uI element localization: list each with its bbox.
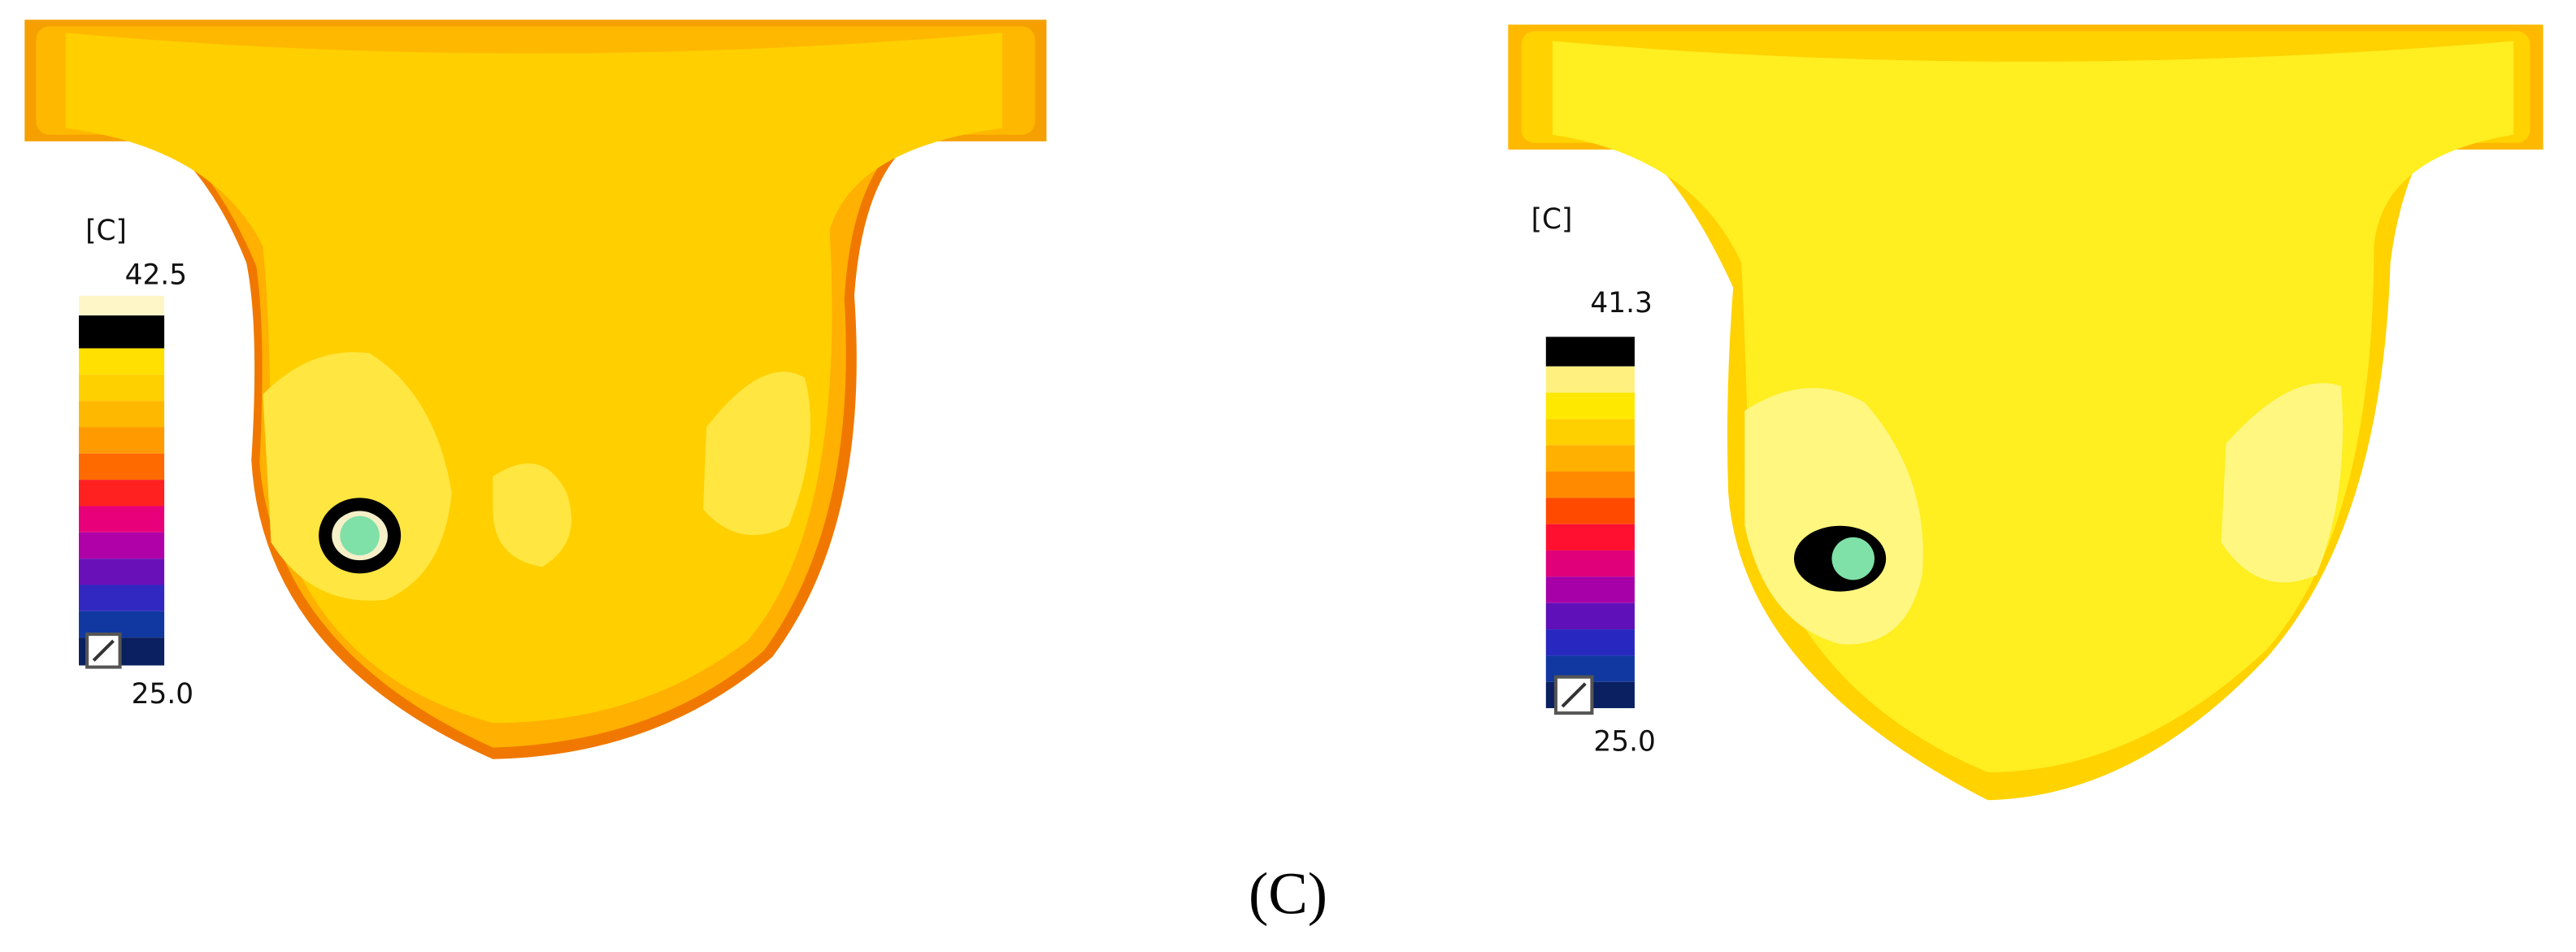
thermal-map-right (1508, 24, 2543, 801)
min-label: 25.0 (1593, 726, 1655, 759)
thermal-map-left (24, 20, 1047, 759)
max-label: 41.3 (1590, 287, 1652, 320)
colorbar-left: [C] 42.5 25.0 (79, 215, 193, 711)
colorbar-right: [C] 41.3 25.0 (1531, 203, 1656, 759)
unit-label: [C] (85, 215, 127, 247)
min-label: 25.0 (132, 678, 193, 711)
max-label: 42.5 (125, 259, 187, 292)
caption: (C) (1249, 861, 1327, 927)
unit-label: [C] (1531, 203, 1573, 236)
